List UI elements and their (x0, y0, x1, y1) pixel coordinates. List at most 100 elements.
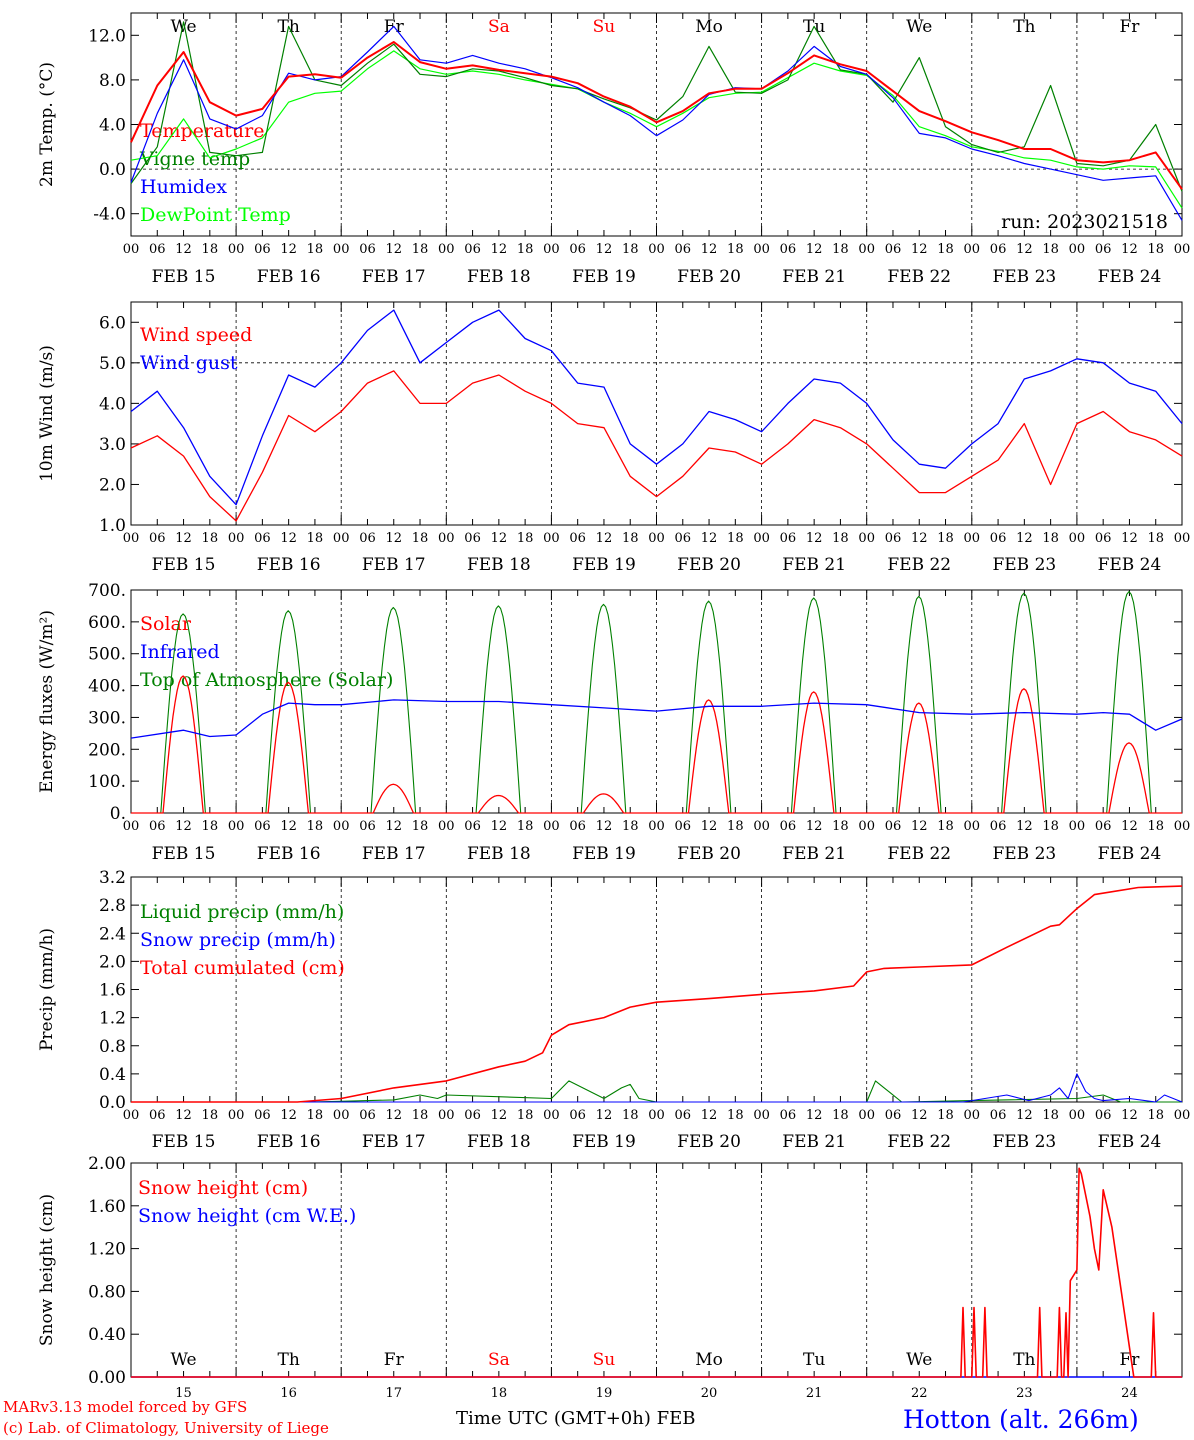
y-tick-label: 3.0 (99, 435, 126, 455)
hour-tick-label: 00 (753, 819, 770, 834)
energy-flux-panel: 700.600.500.400.300.200.100.0.00 06 12 18 00… (37, 581, 1190, 864)
hour-tick-label: 18 (727, 242, 744, 257)
hour-tick-label: 12 (1121, 242, 1138, 257)
hour-tick-label: 00 (1174, 819, 1191, 834)
hour-tick-label: 06 (359, 819, 376, 834)
hour-tick-label: 18 (517, 242, 534, 257)
hour-tick-label: 12 (280, 819, 297, 834)
hour-tick-label: 00 (1174, 531, 1191, 546)
hour-tick-label: 12 (280, 242, 297, 257)
hour-tick-label: 18 (1042, 819, 1059, 834)
hour-tick-label: 06 (149, 531, 166, 546)
weekday-label: Th (1013, 17, 1035, 37)
hour-tick-label: 12 (385, 819, 402, 834)
hour-tick-label: 00 (964, 531, 981, 546)
hour-tick-label: 18 (727, 1108, 744, 1123)
hour-tick-label: 18 (412, 531, 429, 546)
hour-tick-label: 06 (1095, 819, 1112, 834)
hour-tick-label: 18 (202, 242, 219, 257)
y-tick-label: 2.0 (99, 952, 126, 972)
hour-tick-label: 06 (254, 531, 271, 546)
hour-tick-label: 18 (412, 242, 429, 257)
hour-tick-label: 12 (596, 242, 613, 257)
hour-tick-label: 00 (1174, 242, 1191, 257)
hour-tick-label: 00 (964, 242, 981, 257)
hour-tick-label: 12 (806, 1108, 823, 1123)
hour-tick-label: 06 (675, 819, 692, 834)
hour-tick-label: 00 (858, 531, 875, 546)
hour-tick-label: 00 (123, 819, 140, 834)
date-label: FEB 16 (257, 844, 321, 864)
hour-tick-label: 18 (1147, 242, 1164, 257)
date-label: FEB 19 (572, 1132, 636, 1152)
legend-entry: Humidex (140, 176, 227, 198)
weekday-label: Sa (488, 1350, 510, 1370)
y-tick-label: -4.0 (93, 205, 126, 225)
hour-tick-label: 12 (806, 531, 823, 546)
hour-tick-label: 18 (622, 819, 639, 834)
hour-tick-label: 06 (675, 531, 692, 546)
hour-tick-label: 12 (806, 242, 823, 257)
hour-tick-label: 00 (543, 242, 560, 257)
station-name: Hotton (alt. 266m) (903, 1405, 1139, 1434)
hour-tick-label: 12 (911, 531, 928, 546)
hour-tick-label: 18 (1042, 242, 1059, 257)
legend-entry: Top of Atmosphere (Solar) (140, 669, 393, 691)
date-label: FEB 23 (992, 1132, 1056, 1152)
day-number-label: 20 (701, 1386, 718, 1401)
y-tick-label: 1.6 (99, 981, 126, 1001)
weekday-label: Th (1013, 1350, 1035, 1370)
hour-tick-label: 00 (753, 531, 770, 546)
hour-tick-label: 12 (1016, 242, 1033, 257)
date-label: FEB 18 (467, 555, 531, 575)
hour-tick-label: 00 (438, 242, 455, 257)
hour-tick-label: 12 (1121, 819, 1138, 834)
y-tick-label: 4.0 (99, 116, 126, 136)
y-tick-label: 3.2 (99, 868, 126, 888)
day-number-label: 22 (911, 1386, 928, 1401)
date-label: FEB 21 (782, 1132, 846, 1152)
precipitation-panel: 3.22.82.42.01.61.20.80.40.000 06 12 18 00 06 1… (37, 868, 1190, 1152)
hour-tick-label: 00 (438, 531, 455, 546)
date-label: FEB 24 (1098, 267, 1162, 287)
date-label: FEB 23 (992, 267, 1056, 287)
hour-tick-label: 18 (202, 819, 219, 834)
wind-panel: 6.05.04.03.02.01.000 06 12 18 00 06 12 18 00 06 12… (37, 301, 1191, 575)
hour-tick-label: 06 (569, 242, 586, 257)
weekday-label: We (170, 17, 196, 37)
hour-tick-label: 00 (1069, 819, 1086, 834)
hour-tick-label: 00 (543, 531, 560, 546)
hour-tick-label: 12 (175, 1108, 192, 1123)
hour-tick-label: 12 (596, 1108, 613, 1123)
y-tick-label: 0.4 (99, 1065, 126, 1085)
hour-tick-label: 18 (307, 1108, 324, 1123)
series-line-wind-gust (130, 309, 1183, 506)
y-tick-label: 1.2 (99, 1009, 126, 1029)
date-label: FEB 22 (887, 844, 951, 864)
date-label: FEB 21 (782, 267, 846, 287)
hour-tick-label: 06 (464, 242, 481, 257)
hour-tick-label: 06 (569, 1108, 586, 1123)
hour-tick-label: 18 (307, 242, 324, 257)
date-label: FEB 15 (152, 555, 216, 575)
credit-line-1: MARv3.13 model forced by GFS (3, 1398, 247, 1416)
hour-tick-label: 00 (438, 1108, 455, 1123)
infrared-line (130, 699, 1183, 739)
date-label: FEB 22 (887, 1132, 951, 1152)
hour-tick-label: 12 (911, 819, 928, 834)
hour-tick-label: 18 (517, 531, 534, 546)
hour-tick-label: 00 (333, 819, 350, 834)
hour-tick-label: 00 (1174, 1108, 1191, 1123)
series-line-total-cumulated-cm- (131, 885, 1183, 1103)
hour-tick-label: 06 (1095, 531, 1112, 546)
hour-tick-label: 00 (333, 242, 350, 257)
hour-tick-label: 18 (937, 531, 954, 546)
hour-tick-label: 00 (1069, 1108, 1086, 1123)
hour-tick-label: 18 (727, 819, 744, 834)
y-tick-label: 400. (88, 677, 126, 697)
legend-entry: Infrared (140, 641, 220, 663)
legend-entry: Snow height (cm W.E.) (138, 1205, 356, 1227)
date-label: FEB 16 (257, 267, 321, 287)
temperature-panel: 12.0 8.0 4.0 0.0 -4.0 00 06 12 18 00 06 12 18 00 06 12 1… (37, 12, 1191, 287)
y-tick-label: 6.0 (99, 313, 126, 333)
